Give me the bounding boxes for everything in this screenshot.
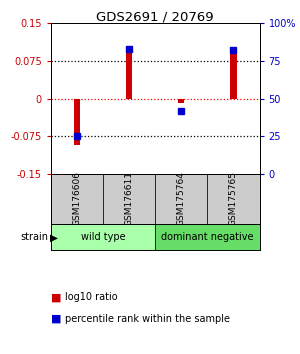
Bar	[230, 52, 237, 98]
Bar	[51, 174, 103, 224]
Text: ▶: ▶	[50, 232, 58, 242]
Bar	[155, 224, 260, 250]
Text: strain: strain	[20, 232, 48, 241]
Text: dominant negative: dominant negative	[161, 232, 254, 241]
Text: ■: ■	[51, 292, 62, 302]
Text: wild type: wild type	[81, 232, 125, 241]
Bar	[155, 174, 207, 224]
Bar	[126, 49, 132, 98]
Text: GSM176611: GSM176611	[125, 171, 134, 226]
Bar	[178, 98, 184, 103]
Text: ■: ■	[51, 314, 62, 324]
Bar	[74, 98, 80, 145]
Bar	[51, 224, 155, 250]
Text: GSM175765: GSM175765	[229, 171, 238, 226]
Text: percentile rank within the sample: percentile rank within the sample	[64, 314, 230, 324]
Text: log10 ratio: log10 ratio	[64, 292, 117, 302]
Text: GSM176606: GSM176606	[73, 171, 82, 226]
Title: GDS2691 / 20769: GDS2691 / 20769	[96, 10, 214, 23]
Bar	[207, 174, 260, 224]
Bar	[103, 174, 155, 224]
Text: GSM175764: GSM175764	[177, 171, 186, 226]
